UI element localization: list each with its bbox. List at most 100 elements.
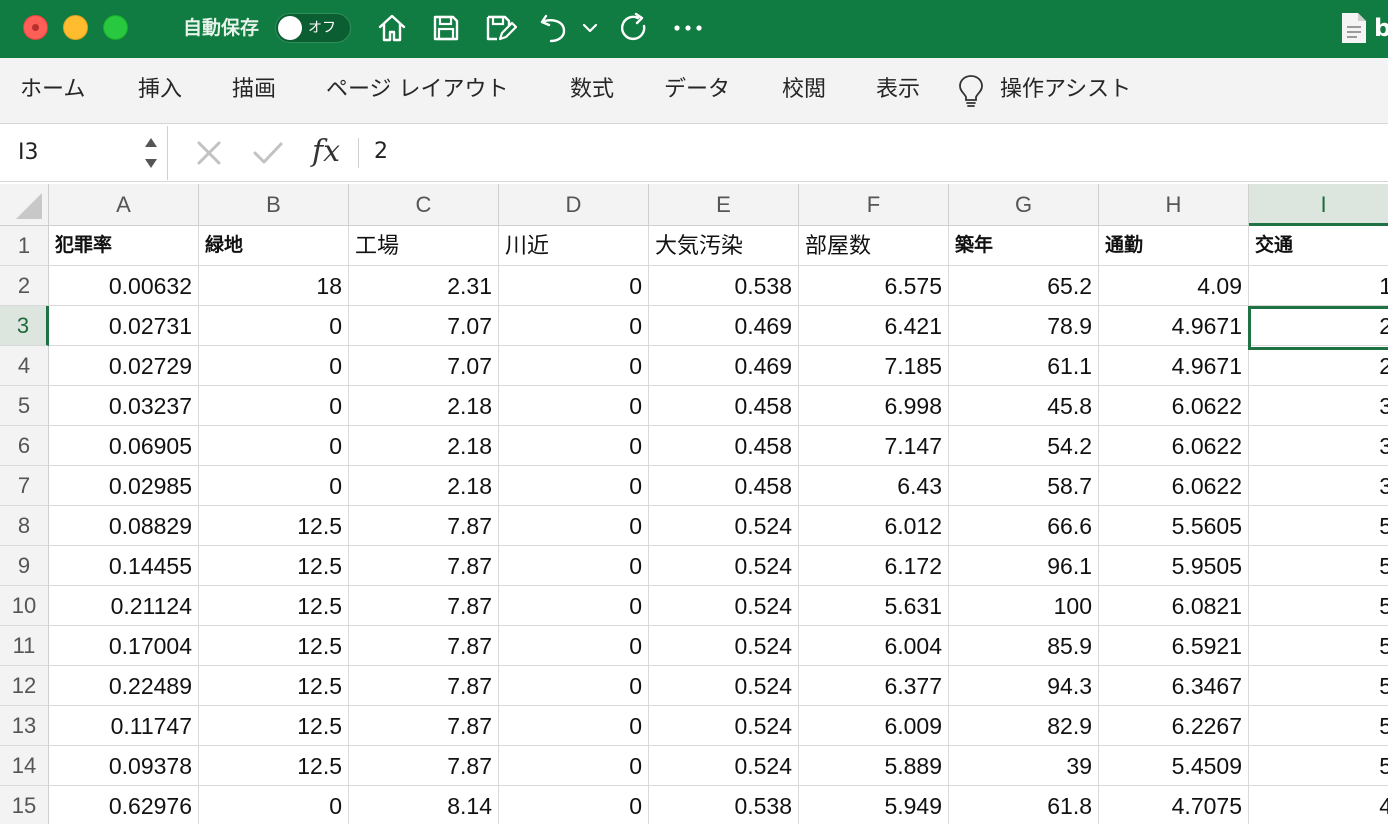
grid-cell[interactable]: 0.538 (649, 786, 799, 824)
grid-cell[interactable]: 5 (1249, 546, 1388, 586)
grid-cell[interactable]: 0.458 (649, 386, 799, 426)
home-icon[interactable] (374, 10, 410, 46)
grid-cell[interactable]: 61.1 (949, 346, 1099, 386)
grid-cell[interactable]: 6.377 (799, 666, 949, 706)
confirm-formula-icon[interactable] (252, 136, 284, 172)
grid-cell[interactable]: 0.11747 (49, 706, 199, 746)
grid-cell[interactable]: 12.5 (199, 746, 349, 786)
tab-insert[interactable]: 挿入 (138, 77, 183, 102)
grid-cell[interactable]: 5.5605 (1099, 506, 1249, 546)
grid-cell[interactable]: 4 (1249, 786, 1388, 824)
grid-cell[interactable]: 7.87 (349, 706, 499, 746)
grid-cell[interactable]: 0.458 (649, 466, 799, 506)
column-header-g[interactable]: G (949, 184, 1099, 226)
grid-cell[interactable]: 0 (499, 506, 649, 546)
grid-cell[interactable]: 0.524 (649, 586, 799, 626)
grid-cell[interactable]: 0.538 (649, 266, 799, 306)
grid-cell[interactable]: 45.8 (949, 386, 1099, 426)
grid-cell[interactable]: 8.14 (349, 786, 499, 824)
grid-cell[interactable]: 6.2267 (1099, 706, 1249, 746)
grid-cell[interactable]: 0.469 (649, 306, 799, 346)
row-header-1[interactable]: 1 (0, 226, 49, 266)
grid-cell[interactable]: 0 (499, 746, 649, 786)
grid-cell[interactable]: 0.00632 (49, 266, 199, 306)
grid-cell[interactable]: 5.631 (799, 586, 949, 626)
grid-cell[interactable]: 0.469 (649, 346, 799, 386)
insert-function-button[interactable]: fx (312, 134, 341, 169)
autosave-toggle[interactable]: オフ (275, 13, 351, 43)
grid-cell[interactable]: 0.458 (649, 426, 799, 466)
grid-cell[interactable]: 0.02731 (49, 306, 199, 346)
row-header-4[interactable]: 4 (0, 346, 49, 386)
grid-cell[interactable]: 0 (499, 346, 649, 386)
header-cell[interactable]: 通勤 (1099, 226, 1249, 266)
grid-cell[interactable]: 61.8 (949, 786, 1099, 824)
grid-cell[interactable]: 6.421 (799, 306, 949, 346)
grid-cell[interactable]: 6.575 (799, 266, 949, 306)
row-header-7[interactable]: 7 (0, 466, 49, 506)
grid-cell[interactable]: 5.949 (799, 786, 949, 824)
header-cell[interactable]: 部屋数 (799, 226, 949, 266)
grid-cell[interactable]: 3 (1249, 466, 1388, 506)
grid-cell[interactable]: 0.524 (649, 506, 799, 546)
grid-cell[interactable]: 4.7075 (1099, 786, 1249, 824)
save-as-edit-icon[interactable] (482, 10, 518, 46)
grid-cell[interactable]: 5 (1249, 586, 1388, 626)
grid-cell[interactable]: 6.0821 (1099, 586, 1249, 626)
grid-cell[interactable]: 5.4509 (1099, 746, 1249, 786)
grid-cell[interactable]: 6.3467 (1099, 666, 1249, 706)
row-header-3[interactable]: 3 (0, 306, 49, 346)
name-box-spinner[interactable] (142, 132, 160, 174)
row-header-11[interactable]: 11 (0, 626, 49, 666)
grid-cell[interactable]: 7.87 (349, 506, 499, 546)
header-cell[interactable]: 緑地 (199, 226, 349, 266)
grid-cell[interactable]: 7.87 (349, 626, 499, 666)
row-header-10[interactable]: 10 (0, 586, 49, 626)
row-header-12[interactable]: 12 (0, 666, 49, 706)
header-cell[interactable]: 犯罪率 (49, 226, 199, 266)
grid-cell[interactable]: 6.998 (799, 386, 949, 426)
undo-icon[interactable] (536, 10, 572, 46)
grid-cell[interactable]: 12.5 (199, 506, 349, 546)
header-cell[interactable]: 工場 (349, 226, 499, 266)
header-cell[interactable]: 大気汚染 (649, 226, 799, 266)
grid-cell[interactable]: 0.22489 (49, 666, 199, 706)
column-header-i[interactable]: I (1249, 184, 1388, 226)
grid-cell[interactable]: 0 (499, 626, 649, 666)
grid-cell[interactable]: 5 (1249, 626, 1388, 666)
tab-page-layout[interactable]: ページ レイアウト (326, 77, 509, 102)
grid-cell[interactable]: 0.524 (649, 706, 799, 746)
row-header-5[interactable]: 5 (0, 386, 49, 426)
grid-cell[interactable]: 7.07 (349, 346, 499, 386)
grid-cell[interactable]: 7.07 (349, 306, 499, 346)
grid-cell[interactable]: 0 (499, 586, 649, 626)
grid-cell[interactable]: 54.2 (949, 426, 1099, 466)
grid-cell[interactable]: 7.87 (349, 746, 499, 786)
grid-cell[interactable]: 0 (499, 706, 649, 746)
grid-cell[interactable]: 2 (1249, 306, 1388, 346)
row-header-2[interactable]: 2 (0, 266, 49, 306)
column-header-c[interactable]: C (349, 184, 499, 226)
name-box[interactable]: I3 (0, 126, 168, 180)
grid-cell[interactable]: 0.09378 (49, 746, 199, 786)
grid-cell[interactable]: 0.524 (649, 626, 799, 666)
grid-cell[interactable]: 6.43 (799, 466, 949, 506)
cancel-formula-icon[interactable] (196, 136, 222, 172)
tab-review[interactable]: 校閲 (782, 77, 827, 102)
grid-cell[interactable]: 0 (199, 346, 349, 386)
grid-cell[interactable]: 6.172 (799, 546, 949, 586)
save-icon[interactable] (428, 10, 464, 46)
grid-cell[interactable]: 0 (499, 546, 649, 586)
grid-cell[interactable]: 4.9671 (1099, 306, 1249, 346)
grid-cell[interactable]: 66.6 (949, 506, 1099, 546)
grid-cell[interactable]: 0.17004 (49, 626, 199, 666)
grid-cell[interactable]: 65.2 (949, 266, 1099, 306)
column-header-h[interactable]: H (1099, 184, 1249, 226)
grid-cell[interactable]: 0.06905 (49, 426, 199, 466)
header-cell[interactable]: 築年 (949, 226, 1099, 266)
grid-cell[interactable]: 2.18 (349, 426, 499, 466)
grid-cell[interactable]: 0 (199, 466, 349, 506)
grid-cell[interactable]: 0 (499, 666, 649, 706)
grid-cell[interactable]: 96.1 (949, 546, 1099, 586)
grid-cell[interactable]: 6.012 (799, 506, 949, 546)
